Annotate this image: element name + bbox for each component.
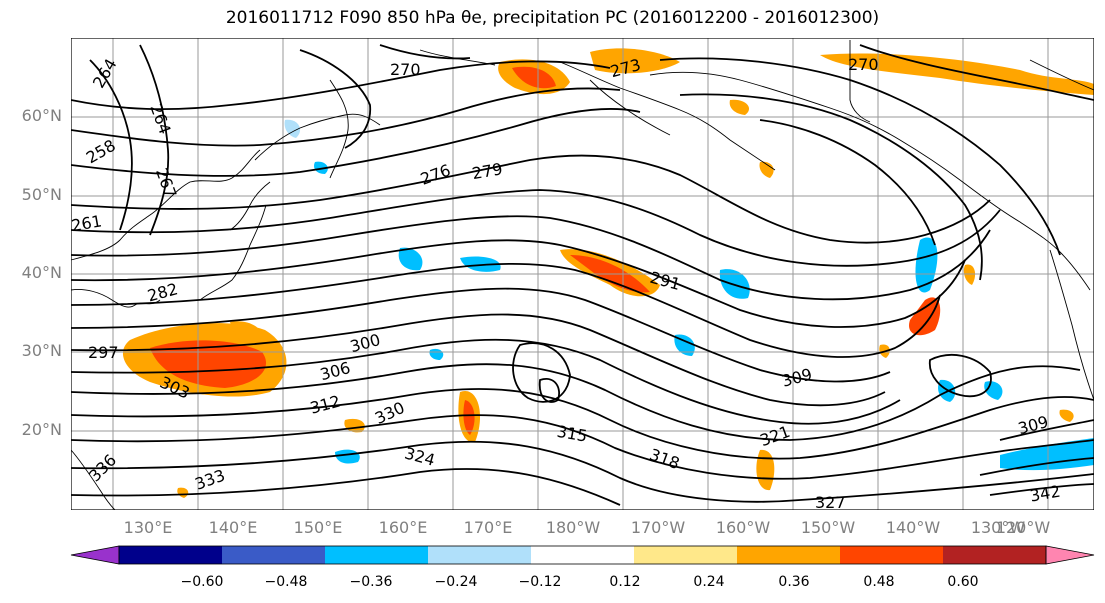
lon-label: 160°E <box>378 518 428 537</box>
colorbar-tick: 0.48 <box>863 574 895 590</box>
contour-label: 270 <box>390 60 421 79</box>
colorbar-frame <box>118 545 1047 565</box>
colorbar-segment <box>222 546 326 564</box>
lat-label: 60°N <box>21 106 62 125</box>
colorbar-tick: −0.48 <box>264 574 308 590</box>
map-plot-area: 264 270 273 264 267 258 261 276 279 282 … <box>71 38 1094 512</box>
graticule <box>71 38 1094 510</box>
colorbar-tick: −0.24 <box>434 574 478 590</box>
lon-label: 130°E <box>123 518 173 537</box>
colorbar-segment <box>634 546 738 564</box>
colorbar-tick: 0.24 <box>693 574 725 590</box>
lon-label: 150°W <box>800 518 856 537</box>
colorbar-extend-high <box>1045 545 1095 565</box>
contour-label: 297 <box>88 343 119 362</box>
lon-label: 170°E <box>463 518 513 537</box>
lat-label: 40°N <box>21 263 62 282</box>
lon-label: 170°W <box>630 518 686 537</box>
colorbar-tick: −0.60 <box>180 574 224 590</box>
colorbar-segment <box>840 546 944 564</box>
colorbar-tick: 0.60 <box>947 574 979 590</box>
colorbar-tick: −0.12 <box>518 574 562 590</box>
map-title: 2016011712 F090 850 hPa θe, precipitatio… <box>225 8 880 28</box>
lat-label: 30°N <box>21 341 62 360</box>
colorbar-tick: 0.36 <box>778 574 810 590</box>
colorbar-tick: −0.36 <box>349 574 393 590</box>
lat-label: 20°N <box>21 420 62 439</box>
lat-label: 50°N <box>21 185 62 204</box>
lon-label: 130°W <box>970 518 1026 537</box>
colorbar-segment <box>119 546 223 564</box>
theta-e-contours <box>71 44 1094 506</box>
precip-shading <box>122 48 1094 498</box>
colorbar-segment <box>428 546 532 564</box>
colorbar-segment <box>325 546 429 564</box>
lon-label: 140°E <box>208 518 258 537</box>
colorbar-segment <box>943 546 1047 564</box>
contour-label: 270 <box>848 55 879 74</box>
lon-label: 140°W <box>885 518 941 537</box>
colorbar-segment <box>737 546 841 564</box>
colorbar-tick: 0.12 <box>609 574 641 590</box>
colorbar-extend-low <box>70 545 120 565</box>
colorbar <box>70 545 1095 565</box>
contour-label: 327 <box>815 493 846 512</box>
lon-label: 150°E <box>293 518 343 537</box>
lon-label: 180°W <box>545 518 601 537</box>
lon-label: 160°W <box>715 518 771 537</box>
colorbar-segment <box>531 546 635 564</box>
lon-label: 120°W <box>995 518 1051 537</box>
